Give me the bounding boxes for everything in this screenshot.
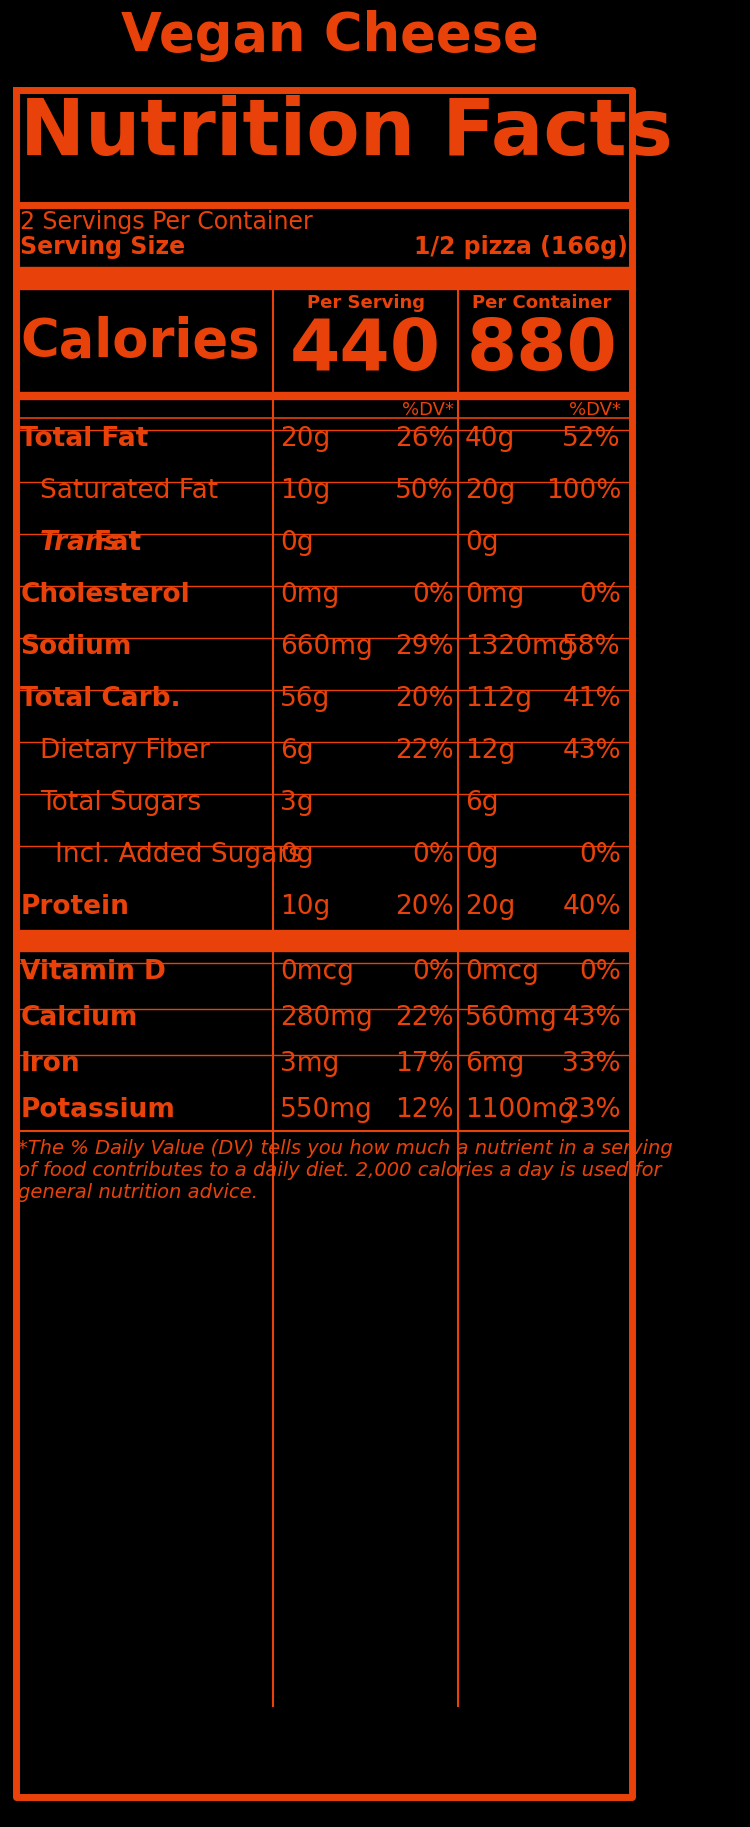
- Text: 3mg: 3mg: [280, 1051, 340, 1076]
- Text: 43%: 43%: [562, 1005, 621, 1030]
- Text: Nutrition Facts: Nutrition Facts: [20, 95, 673, 172]
- Text: Total Sugars: Total Sugars: [40, 789, 201, 817]
- Text: 40%: 40%: [562, 893, 621, 921]
- Text: Per Container: Per Container: [472, 294, 611, 312]
- Text: 12%: 12%: [395, 1096, 454, 1124]
- Text: 20g: 20g: [465, 893, 515, 921]
- Text: 0%: 0%: [412, 583, 454, 608]
- Text: 0mcg: 0mcg: [465, 959, 539, 985]
- Text: 1/2 pizza (166g): 1/2 pizza (166g): [414, 236, 628, 259]
- Text: 20g: 20g: [280, 426, 331, 451]
- Text: 20g: 20g: [465, 479, 515, 504]
- Text: Cholesterol: Cholesterol: [20, 583, 190, 608]
- Text: Potassium: Potassium: [20, 1096, 176, 1124]
- Text: 10g: 10g: [280, 893, 331, 921]
- Text: 6g: 6g: [465, 789, 499, 817]
- Text: 22%: 22%: [395, 738, 454, 764]
- Text: 880: 880: [466, 316, 617, 385]
- Text: Trans: Trans: [40, 530, 120, 555]
- Text: 52%: 52%: [562, 426, 621, 451]
- Text: Dietary Fiber: Dietary Fiber: [40, 738, 209, 764]
- Text: Calcium: Calcium: [20, 1005, 138, 1030]
- Text: 41%: 41%: [562, 685, 621, 713]
- Text: 0%: 0%: [412, 842, 454, 868]
- Text: 280mg: 280mg: [280, 1005, 373, 1030]
- Text: 0g: 0g: [465, 530, 499, 555]
- Text: Protein: Protein: [20, 893, 129, 921]
- Text: Total Fat: Total Fat: [20, 426, 148, 451]
- Text: *The % Daily Value (DV) tells you how much a nutrient in a serving
of food contr: *The % Daily Value (DV) tells you how mu…: [17, 1138, 672, 1202]
- Text: 0mg: 0mg: [465, 583, 524, 608]
- Text: Vitamin D: Vitamin D: [20, 959, 166, 985]
- Text: 3g: 3g: [280, 789, 314, 817]
- Text: Incl. Added Sugars: Incl. Added Sugars: [56, 842, 302, 868]
- Text: Calories: Calories: [20, 316, 260, 367]
- Text: 6mg: 6mg: [465, 1051, 524, 1076]
- Text: Serving Size: Serving Size: [20, 236, 185, 259]
- Text: Saturated Fat: Saturated Fat: [40, 479, 218, 504]
- Text: 40g: 40g: [465, 426, 515, 451]
- Text: 0g: 0g: [280, 530, 314, 555]
- Text: 10g: 10g: [280, 479, 331, 504]
- Text: Sodium: Sodium: [20, 634, 132, 660]
- Text: 22%: 22%: [395, 1005, 454, 1030]
- Text: 0mcg: 0mcg: [280, 959, 354, 985]
- Text: 26%: 26%: [395, 426, 454, 451]
- Text: 0%: 0%: [579, 583, 621, 608]
- Text: 23%: 23%: [562, 1096, 621, 1124]
- Text: 2 Servings Per Container: 2 Servings Per Container: [20, 210, 313, 234]
- Text: 50%: 50%: [395, 479, 454, 504]
- Text: 17%: 17%: [395, 1051, 454, 1076]
- Text: 0g: 0g: [465, 842, 499, 868]
- Text: Vegan Cheese: Vegan Cheese: [122, 9, 539, 62]
- Text: 1320mg: 1320mg: [465, 634, 574, 660]
- Text: 440: 440: [290, 316, 441, 385]
- Text: 6g: 6g: [280, 738, 314, 764]
- Text: Iron: Iron: [20, 1051, 80, 1076]
- Text: 56g: 56g: [280, 685, 331, 713]
- Text: 660mg: 660mg: [280, 634, 373, 660]
- Text: %DV*: %DV*: [569, 400, 621, 418]
- Text: 43%: 43%: [562, 738, 621, 764]
- Text: 0g: 0g: [280, 842, 314, 868]
- Text: 550mg: 550mg: [280, 1096, 373, 1124]
- Text: Total Carb.: Total Carb.: [20, 685, 181, 713]
- Text: 33%: 33%: [562, 1051, 621, 1076]
- Text: 0mg: 0mg: [280, 583, 340, 608]
- Text: %DV*: %DV*: [402, 400, 454, 418]
- Text: 29%: 29%: [395, 634, 454, 660]
- Text: 12g: 12g: [465, 738, 515, 764]
- Text: Per Serving: Per Serving: [307, 294, 424, 312]
- Text: 20%: 20%: [395, 893, 454, 921]
- Text: 20%: 20%: [395, 685, 454, 713]
- Text: 0%: 0%: [412, 959, 454, 985]
- Text: 0%: 0%: [579, 842, 621, 868]
- Text: 560mg: 560mg: [465, 1005, 558, 1030]
- Text: 1100mg: 1100mg: [465, 1096, 574, 1124]
- Text: 0%: 0%: [579, 959, 621, 985]
- Text: 100%: 100%: [546, 479, 621, 504]
- Text: 112g: 112g: [465, 685, 532, 713]
- Text: 58%: 58%: [562, 634, 621, 660]
- Text: Fat: Fat: [86, 530, 142, 555]
